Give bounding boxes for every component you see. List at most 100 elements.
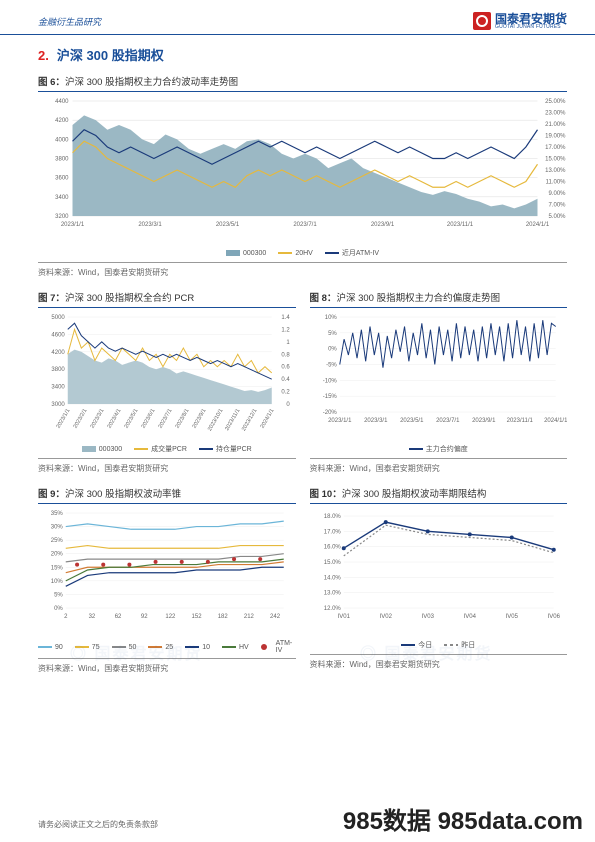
svg-text:1.4: 1.4 (281, 315, 290, 321)
svg-text:2023/7/1: 2023/7/1 (436, 418, 460, 424)
svg-text:4400: 4400 (55, 99, 69, 105)
watermark-overlay: 985数据 985data.com (343, 801, 583, 836)
svg-text:IV05: IV05 (505, 614, 518, 620)
svg-text:13.00%: 13.00% (545, 168, 566, 174)
svg-text:2023/5/1: 2023/5/1 (124, 408, 140, 430)
svg-text:2023/7/1: 2023/7/1 (293, 222, 317, 228)
svg-text:20%: 20% (51, 552, 64, 558)
svg-text:14.0%: 14.0% (323, 575, 341, 581)
svg-text:1.2: 1.2 (281, 327, 290, 333)
fig7-title: 图 7：沪深 300 股指期权全合约 PCR (38, 288, 296, 308)
svg-text:23.00%: 23.00% (545, 111, 566, 117)
section-text: 沪深 300 股指期权 (57, 48, 164, 63)
svg-text:5.00%: 5.00% (548, 214, 566, 220)
svg-text:5%: 5% (328, 331, 337, 337)
svg-text:92: 92 (141, 614, 148, 620)
svg-text:2023/9/1: 2023/9/1 (371, 222, 395, 228)
page-header: 金融衍生品研究 国泰君安期货 GUOTAI JUNAN FUTURES (0, 0, 595, 35)
svg-text:25.00%: 25.00% (545, 99, 566, 105)
svg-text:152: 152 (192, 614, 203, 620)
svg-text:21.00%: 21.00% (545, 122, 566, 128)
svg-text:212: 212 (244, 614, 255, 620)
fig8-source: 资料来源：Wind，国泰君安期货研究 (310, 458, 568, 480)
svg-text:2023/7/1: 2023/7/1 (158, 408, 174, 430)
svg-text:3400: 3400 (55, 195, 69, 201)
svg-text:11.00%: 11.00% (546, 180, 567, 186)
logo-icon (473, 12, 491, 30)
brand-name-en: GUOTAI JUNAN FUTURES (495, 25, 567, 30)
svg-text:3800: 3800 (55, 157, 69, 163)
svg-text:2023/1/1: 2023/1/1 (328, 418, 352, 424)
fig10-legend: 今日昨日 (310, 638, 568, 652)
fig9-chart: 35%30%25%20%15%10%5%0%232629212215218221… (38, 508, 296, 638)
svg-text:4200: 4200 (55, 118, 69, 124)
fig8-title: 图 8：沪深 300 股指期权主力合约偏度走势图 (310, 288, 568, 308)
svg-text:IV02: IV02 (379, 614, 392, 620)
svg-text:5%: 5% (54, 592, 63, 598)
svg-text:IV01: IV01 (337, 614, 350, 620)
svg-text:25%: 25% (51, 538, 64, 544)
fig8-legend: 主力合约偏度 (310, 442, 568, 456)
svg-text:2024/1/1: 2024/1/1 (526, 222, 550, 228)
svg-text:15%: 15% (51, 565, 64, 571)
footer-disclaimer: 请务必阅读正文之后的免责条款部 (38, 819, 158, 830)
header-category: 金融衍生品研究 (38, 15, 101, 28)
svg-text:2023/3/1: 2023/3/1 (90, 408, 106, 430)
svg-text:2023/4/1: 2023/4/1 (107, 408, 123, 430)
svg-text:13.0%: 13.0% (323, 591, 341, 597)
svg-text:242: 242 (270, 614, 281, 620)
svg-text:17.00%: 17.00% (545, 145, 566, 151)
svg-text:7.00%: 7.00% (548, 203, 566, 209)
svg-text:4200: 4200 (51, 350, 65, 356)
svg-text:3600: 3600 (55, 176, 69, 182)
svg-text:4600: 4600 (51, 332, 65, 338)
fig10-chart: 18.0%17.0%16.0%15.0%14.0%13.0%12.0%IV01I… (310, 508, 568, 638)
svg-text:0: 0 (286, 402, 290, 408)
svg-text:10%: 10% (51, 579, 64, 585)
svg-text:9.00%: 9.00% (548, 191, 566, 197)
svg-text:2023/11/1: 2023/11/1 (447, 222, 474, 228)
fig9-source: 资料来源：Wind，国泰君安期货研究 (38, 658, 296, 680)
fig6-source: 资料来源：Wind，国泰君安期货研究 (38, 262, 567, 284)
svg-text:2023/8/1: 2023/8/1 (175, 408, 191, 430)
svg-text:3400: 3400 (51, 385, 65, 391)
svg-text:2023/2/1: 2023/2/1 (73, 408, 89, 430)
svg-text:2023/10/1: 2023/10/1 (207, 408, 224, 432)
fig7-source: 资料来源：Wind，国泰君安期货研究 (38, 458, 296, 480)
svg-text:62: 62 (115, 614, 122, 620)
svg-text:2023/1/1: 2023/1/1 (56, 408, 72, 430)
svg-text:18.0%: 18.0% (323, 514, 341, 520)
fig6-title: 图 6：沪深 300 股指期权主力合约波动率走势图 (38, 72, 567, 92)
svg-text:0.8: 0.8 (281, 352, 290, 358)
svg-text:1: 1 (286, 340, 290, 346)
svg-text:-10%: -10% (322, 378, 337, 384)
svg-text:5000: 5000 (51, 315, 65, 321)
fig10-source: 资料来源：Wind，国泰君安期货研究 (310, 654, 568, 676)
svg-text:32: 32 (89, 614, 96, 620)
svg-text:2023/5/1: 2023/5/1 (216, 222, 240, 228)
svg-text:IV06: IV06 (547, 614, 560, 620)
svg-text:15.00%: 15.00% (545, 157, 566, 163)
svg-text:3800: 3800 (51, 367, 65, 373)
svg-text:2023/9/1: 2023/9/1 (472, 418, 496, 424)
svg-text:182: 182 (218, 614, 229, 620)
svg-text:2023/12/1: 2023/12/1 (241, 408, 258, 432)
svg-text:122: 122 (165, 614, 176, 620)
svg-text:2023/9/1: 2023/9/1 (192, 408, 208, 430)
svg-text:15.0%: 15.0% (323, 560, 341, 566)
svg-text:3200: 3200 (55, 214, 69, 220)
svg-text:17.0%: 17.0% (323, 529, 341, 535)
fig8-chart: 10%5%0%-5%-10%-15%-20%2023/1/12023/3/120… (310, 312, 568, 442)
svg-text:-20%: -20% (322, 410, 337, 416)
brand-name-cn: 国泰君安期货 (495, 13, 567, 25)
fig7-legend: 000300成交量PCR持仓量PCR (38, 442, 296, 456)
svg-text:2023/5/1: 2023/5/1 (400, 418, 424, 424)
svg-text:10%: 10% (324, 315, 337, 321)
svg-text:4000: 4000 (55, 137, 69, 143)
svg-text:35%: 35% (51, 511, 64, 517)
svg-text:0%: 0% (328, 347, 337, 353)
svg-text:16.0%: 16.0% (323, 545, 341, 551)
svg-text:IV03: IV03 (421, 614, 434, 620)
fig9-title: 图 9：沪深 300 股指期权波动率锥 (38, 484, 296, 504)
svg-text:2023/3/1: 2023/3/1 (138, 222, 162, 228)
